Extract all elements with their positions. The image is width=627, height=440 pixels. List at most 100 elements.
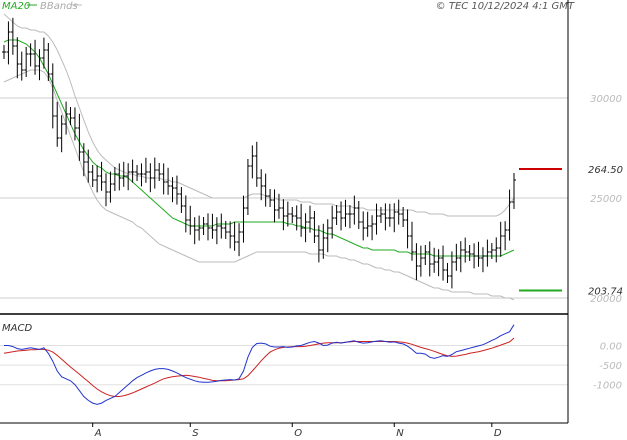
support-level-label: 203.74 [588, 287, 623, 298]
price-bar [90, 165, 95, 187]
price-bar [387, 203, 392, 227]
price-bar [299, 203, 304, 237]
price-bar [112, 167, 117, 191]
price-bar [228, 221, 233, 249]
price-bar [427, 241, 432, 277]
macd-lines [3, 324, 515, 405]
price-bar [370, 215, 375, 241]
price-bar [361, 211, 366, 241]
x-tick-label: A [94, 428, 102, 439]
price-bar [356, 201, 361, 229]
price-bar [210, 213, 215, 239]
price-bar [6, 21, 11, 65]
price-bar [214, 217, 219, 245]
price-bar [343, 199, 348, 227]
ma20-path [3, 39, 515, 257]
price-bar [148, 163, 153, 193]
price-bar [250, 145, 255, 179]
price-bar [68, 107, 73, 125]
price-bar [503, 221, 508, 251]
price-bar [197, 215, 202, 241]
price-bar [321, 223, 326, 259]
price-bar [330, 205, 335, 239]
copyright-text: © TEC 10/12/2024 4:1 GMT [436, 1, 575, 12]
price-bar [441, 245, 446, 281]
price-bar [325, 219, 330, 253]
price-bar [117, 163, 122, 191]
price-bar [507, 189, 512, 241]
price-bar [143, 157, 148, 183]
price-bar [347, 205, 352, 229]
price-bar [46, 43, 51, 81]
macd-tick-label: -1000 [593, 381, 622, 392]
price-tick-label: 25000 [590, 194, 622, 205]
price-bar [245, 159, 250, 215]
price-bar [401, 207, 406, 227]
price-bar [15, 37, 20, 79]
price-bar [308, 205, 312, 233]
price-bar [254, 141, 259, 187]
price-bar [374, 203, 379, 235]
x-tick-label: N [396, 428, 404, 439]
price-levels: 264.50 203.74 [519, 165, 623, 298]
legend-bbands: BBands [40, 1, 78, 12]
price-bar [383, 203, 388, 231]
price-bar [410, 221, 414, 261]
chart-grid [0, 97, 568, 386]
price-bar [59, 115, 64, 153]
price-bar [476, 241, 481, 267]
price-bar [161, 163, 166, 195]
price-bar [392, 203, 397, 233]
price-bar [423, 245, 428, 265]
price-bar [188, 205, 193, 235]
price-bar [268, 189, 273, 207]
bollinger-bands [3, 13, 515, 301]
price-bar [86, 149, 91, 183]
x-tick-label: D [494, 428, 502, 439]
price-bar [241, 195, 246, 243]
price-bar [174, 175, 179, 205]
macd-label: MACD [2, 323, 32, 334]
price-bar [472, 243, 477, 269]
price-bar [28, 43, 33, 67]
price-bars [2, 17, 516, 289]
price-bar [33, 39, 38, 75]
macd-line [4, 324, 515, 405]
price-bar [281, 199, 286, 231]
price-bar [55, 101, 60, 147]
price-bar [166, 167, 171, 195]
price-bar [498, 221, 503, 257]
macd-tick-label: 0.00 [600, 341, 622, 352]
price-bar [64, 101, 69, 135]
price-bar [449, 251, 454, 289]
price-bar [157, 163, 162, 181]
price-bar [72, 107, 77, 141]
price-bar [512, 173, 516, 209]
price-bar [206, 213, 210, 241]
price-bar [152, 157, 157, 189]
price-tick-label: 30000 [590, 94, 622, 105]
x-tick-label: O [294, 428, 302, 439]
price-bar [104, 173, 108, 207]
price-bar [121, 161, 126, 187]
price-bar [467, 245, 472, 261]
price-bar [480, 247, 485, 273]
price-bar [290, 207, 295, 223]
price-bar [414, 243, 419, 281]
price-bar [276, 193, 281, 219]
price-bar [454, 243, 459, 271]
price-bar [24, 47, 29, 77]
price-bar [396, 199, 401, 225]
price-bar [201, 217, 206, 235]
price-bar [41, 37, 46, 69]
price-bar [272, 189, 277, 223]
price-bar [489, 243, 494, 259]
price-bar [418, 245, 423, 277]
price-bar [126, 163, 131, 191]
bbands-lower-line [3, 69, 515, 301]
macd-signal-line [3, 337, 515, 397]
price-bar [81, 143, 86, 177]
price-bar [183, 195, 188, 233]
price-bar [219, 213, 224, 239]
